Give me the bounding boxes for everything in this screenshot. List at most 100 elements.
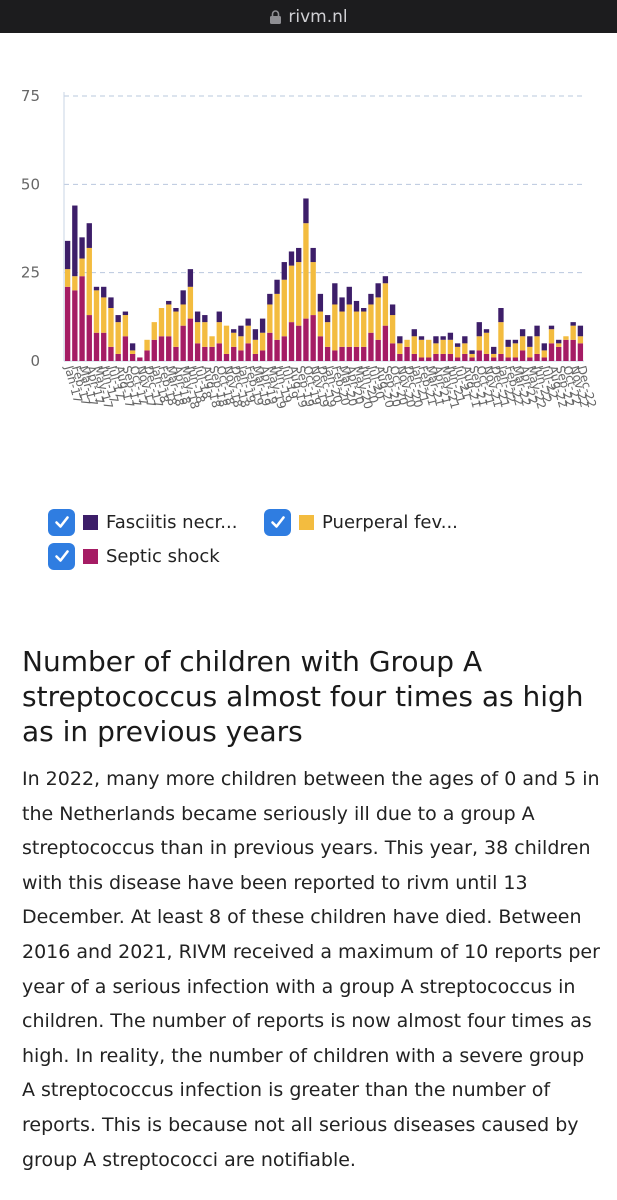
- bar-segment: [411, 336, 417, 354]
- bar-segment: [245, 318, 251, 326]
- bar-segment: [238, 350, 244, 361]
- bar-segment: [209, 346, 215, 361]
- bar-segment: [209, 336, 215, 347]
- bar-segment: [296, 325, 302, 361]
- bar-segment: [527, 346, 533, 358]
- bar-segment: [519, 336, 526, 351]
- bar-segment: [296, 262, 302, 326]
- bar-segment: [324, 322, 331, 347]
- bar-segment: [512, 343, 519, 358]
- bar-segment: [404, 346, 410, 361]
- browser-address-bar[interactable]: rivm.nl: [0, 0, 617, 33]
- bar-segment: [382, 283, 389, 326]
- bar-segment: [346, 346, 352, 361]
- bar-segment: [462, 343, 468, 354]
- bar-segment: [267, 293, 273, 305]
- bar-segment: [556, 343, 562, 347]
- bar-segment: [534, 325, 540, 337]
- y-tick-label: 50: [21, 175, 40, 193]
- bar-segment: [79, 237, 85, 259]
- bar-segment: [346, 286, 352, 305]
- bar-segment: [361, 308, 367, 312]
- bar-segment: [534, 353, 540, 361]
- legend-label: Fasciitis necr...: [106, 511, 238, 533]
- y-tick-label: 25: [21, 264, 40, 282]
- legend-item-fasciitis[interactable]: Fasciitis necr...: [48, 507, 237, 537]
- bar-segment: [332, 304, 338, 351]
- bar-segment: [101, 297, 107, 333]
- bar-segment: [339, 297, 345, 312]
- bar-segment: [368, 293, 374, 305]
- bar-segment: [79, 258, 85, 277]
- bar-segment: [541, 357, 547, 361]
- bar-segment: [281, 279, 287, 337]
- bar-segment: [382, 276, 389, 284]
- bar-segment: [397, 343, 403, 354]
- bar-segment: [411, 329, 417, 337]
- bar-segment: [418, 336, 425, 340]
- bar-segment: [180, 325, 186, 361]
- bar-segment: [512, 357, 519, 361]
- bar-segment: [548, 329, 555, 344]
- bar-segment: [122, 311, 129, 316]
- bar-segment: [86, 315, 92, 361]
- bar-segment: [72, 276, 78, 291]
- checkbox-checked-icon[interactable]: [48, 508, 75, 536]
- legend-swatch: [83, 514, 98, 530]
- bar-segment: [274, 339, 280, 361]
- checkbox-checked-icon[interactable]: [48, 542, 75, 570]
- bar-segment: [476, 336, 482, 351]
- bar-segment: [563, 336, 569, 340]
- bar-segment: [570, 322, 576, 326]
- bar-segment: [361, 311, 367, 347]
- bar-segment: [166, 300, 172, 305]
- article-title: Number of children with Group A streptoc…: [22, 645, 584, 748]
- article: Number of children with Group A streptoc…: [22, 644, 602, 1177]
- bar-segment: [541, 350, 547, 358]
- bar-segment: [252, 353, 259, 361]
- bar-segment: [259, 350, 266, 361]
- bar-segment: [324, 346, 331, 361]
- bar-segment: [404, 339, 410, 347]
- legend-swatch: [83, 548, 98, 564]
- bar-segment: [166, 304, 172, 337]
- bar-segment: [187, 286, 194, 319]
- checkbox-checked-icon[interactable]: [264, 508, 291, 536]
- bar-segment: [483, 329, 490, 333]
- bar-segment: [433, 343, 439, 354]
- bar-segment: [505, 346, 511, 358]
- bar-segment: [469, 357, 475, 361]
- bar-segment: [93, 286, 100, 291]
- bar-segment: [93, 290, 100, 333]
- bar-segment: [267, 332, 273, 361]
- bar-segment: [505, 357, 511, 361]
- bar-segment: [259, 318, 266, 333]
- bar-segment: [317, 311, 324, 337]
- bar-segment: [202, 346, 208, 361]
- bar-segment: [426, 357, 432, 361]
- bar-segment: [324, 315, 331, 323]
- bar-segment: [317, 293, 324, 312]
- bar-segment: [187, 318, 194, 361]
- bar-segment: [389, 315, 396, 344]
- bar-segment: [548, 343, 555, 361]
- bar-segment: [79, 276, 85, 361]
- bar-segment: [577, 343, 584, 361]
- legend-item-puerperal[interactable]: Puerperal fev...: [264, 507, 458, 537]
- bar-segment: [151, 322, 157, 340]
- bar-segment: [527, 357, 533, 361]
- bar-segment: [556, 346, 562, 361]
- bar-segment: [426, 339, 432, 358]
- bar-segment: [317, 336, 324, 361]
- bar-segment: [570, 325, 576, 340]
- bar-segment: [223, 325, 230, 354]
- bar-segment: [194, 343, 201, 361]
- bar-segment: [498, 308, 504, 323]
- bar-segment: [267, 304, 273, 333]
- bar-segment: [173, 308, 179, 312]
- bar-segment: [375, 297, 381, 340]
- legend-item-septic[interactable]: Septic shock: [48, 541, 220, 571]
- bar-segment: [166, 336, 172, 361]
- bar-segment: [454, 343, 461, 347]
- bar-segment: [519, 350, 526, 361]
